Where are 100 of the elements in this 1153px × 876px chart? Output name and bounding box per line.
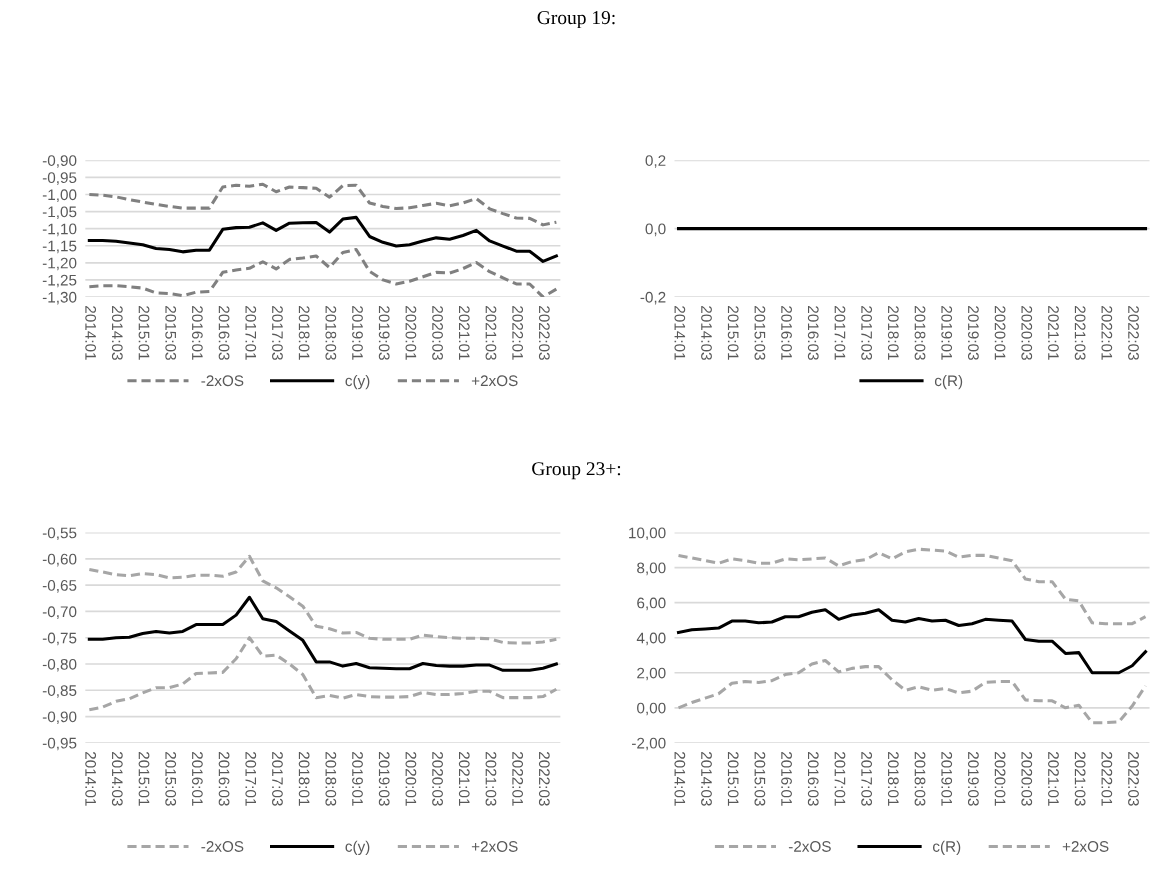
x-tick-label: 2017:01 (834, 751, 846, 806)
y-tick-label: -0,90 (42, 155, 77, 168)
y-tick-label: 0,2 (645, 155, 666, 168)
x-tick-label: 2022:03 (1128, 306, 1139, 360)
x-tick-label: 2017:01 (245, 751, 257, 806)
x-tick-label: 2018:03 (914, 751, 926, 806)
legend-label: c(y) (345, 374, 370, 390)
x-tick-label: 2019:03 (378, 751, 390, 806)
legend-label: c(y) (345, 840, 370, 855)
x-tick-label: 2015:03 (754, 306, 766, 360)
y-tick-label: -1,20 (42, 257, 77, 271)
x-tick-label: 2018:03 (914, 306, 926, 360)
x-tick-label: 2016:01 (191, 306, 203, 360)
legend-label: c(R) (934, 374, 963, 390)
y-tick-label: -0,2 (640, 291, 666, 305)
x-tick-label: 2020:01 (994, 306, 1006, 360)
x-tick-label: 2016:01 (781, 306, 792, 360)
x-tick-label: 2015:01 (138, 751, 150, 806)
x-tick-label: 2019:03 (967, 306, 979, 360)
y-tick-label: -0,95 (42, 737, 77, 751)
x-tick-label: 2015:01 (727, 306, 739, 360)
y-tick-label: -0,65 (42, 580, 77, 593)
x-tick-label: 2020:01 (994, 751, 1006, 806)
x-tick-label: 2022:01 (1101, 306, 1113, 360)
x-tick-label: 2020:03 (1021, 751, 1033, 806)
legend-label: -2xOS (201, 375, 244, 387)
x-tick-label: 2014:01 (85, 751, 97, 806)
x-tick-label: 2017:03 (272, 306, 283, 360)
x-tick-label: 2014:03 (701, 751, 712, 806)
legend-label: +2xOS (471, 841, 518, 852)
y-tick-label: 0,0 (645, 223, 666, 237)
x-tick-label: 2019:01 (352, 306, 363, 360)
x-tick-label: 2020:03 (1021, 306, 1033, 360)
x-tick-label: 2017:03 (272, 751, 283, 806)
x-tick-label: 2014:01 (85, 306, 97, 360)
x-tick-label: 2016:03 (218, 306, 230, 360)
x-tick-label: 2017:01 (834, 306, 846, 360)
y-tick-label: -0,75 (42, 632, 77, 646)
y-tick-label: 0,00 (637, 702, 666, 716)
chart-title: Group 23+: (532, 462, 621, 480)
x-tick-label: 2015:01 (727, 751, 739, 806)
line-series (87, 636, 558, 712)
legend-label: -2xOS (201, 841, 244, 852)
x-tick-label: 2015:01 (138, 306, 150, 360)
y-tick-label: -1,00 (42, 189, 77, 202)
x-tick-label: 2016:01 (191, 751, 203, 806)
x-tick-label: 2021:01 (1048, 306, 1059, 360)
x-tick-label: 2022:03 (1128, 751, 1139, 806)
x-tick-label: 2018:01 (887, 306, 899, 360)
line-series (87, 554, 558, 645)
x-tick-label: 2021:03 (1074, 306, 1086, 360)
y-tick-label: -0,60 (42, 553, 77, 567)
x-tick-label: 2014:01 (674, 751, 686, 806)
y-tick-label: -1,25 (42, 274, 77, 288)
y-tick-label: -0,85 (42, 685, 77, 698)
y-tick-label: -1,30 (42, 291, 77, 305)
chart-title: Group 19: (537, 11, 615, 29)
x-tick-label: 2018:03 (325, 751, 337, 806)
x-tick-label: 2017:03 (861, 306, 873, 360)
y-tick-label: -1,05 (42, 206, 77, 220)
y-tick-label: 10,00 (629, 527, 666, 541)
y-tick-label: -0,90 (42, 711, 77, 725)
x-tick-label: 2022:01 (1101, 751, 1113, 806)
line-series (87, 182, 558, 227)
x-tick-label: 2016:03 (218, 751, 230, 806)
x-tick-label: 2014:01 (674, 306, 686, 360)
x-tick-label: 2014:03 (111, 751, 123, 806)
x-tick-label: 2020:03 (432, 306, 443, 360)
x-tick-label: 2016:03 (807, 306, 819, 360)
x-tick-label: 2015:03 (754, 751, 766, 806)
x-tick-label: 2019:01 (352, 751, 363, 806)
line-series (676, 658, 1148, 725)
x-tick-label: 2020:01 (405, 306, 417, 360)
x-tick-label: 2017:03 (861, 751, 873, 806)
y-tick-label: -1,15 (42, 240, 77, 254)
y-tick-label: 6,00 (637, 597, 666, 611)
x-tick-label: 2022:01 (512, 751, 524, 806)
x-tick-label: 2021:01 (1048, 751, 1059, 806)
x-tick-label: 2021:03 (1074, 751, 1086, 806)
x-tick-label: 2022:03 (538, 751, 550, 806)
y-tick-label: -0,95 (42, 172, 77, 185)
line-series (87, 215, 558, 263)
x-tick-label: 2019:03 (967, 751, 979, 806)
y-tick-label: -1,10 (42, 223, 77, 237)
x-tick-label: 2017:01 (245, 306, 257, 360)
legend-label: +2xOS (471, 375, 518, 387)
legend-label: +2xOS (1062, 841, 1109, 852)
y-tick-label: -2,00 (632, 737, 666, 751)
x-tick-label: 2016:03 (807, 751, 819, 806)
x-tick-label: 2018:03 (325, 306, 337, 360)
line-series (676, 608, 1148, 675)
y-tick-label: -0,55 (42, 527, 77, 541)
x-tick-label: 2021:01 (458, 751, 470, 806)
x-tick-label: 2021:03 (485, 751, 497, 806)
legend-label: -2xOS (788, 841, 831, 852)
y-tick-label: 2,00 (637, 667, 666, 681)
x-tick-label: 2015:03 (165, 751, 177, 806)
x-tick-label: 2016:01 (781, 751, 792, 806)
x-tick-label: 2019:01 (941, 751, 953, 806)
legend-label: c(R) (933, 840, 961, 855)
